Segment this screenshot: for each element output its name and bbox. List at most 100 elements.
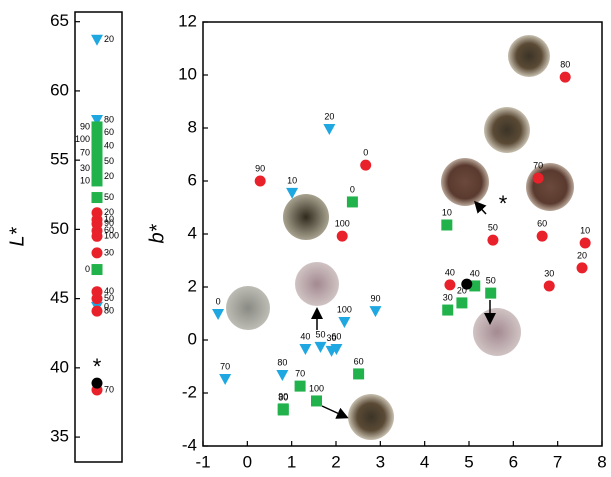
point-label: 90 [278,391,288,401]
x-tick-label: 0 [243,452,252,471]
x-tick-label: 2 [331,452,340,471]
point [91,140,103,152]
point [441,219,453,231]
arrow [321,405,349,419]
point-label: 60 [104,225,114,235]
point-label: 70 [295,368,305,378]
point [576,262,588,274]
x-tick-label: 1 [287,452,296,471]
point-label: 0 [104,301,109,311]
point [336,230,348,242]
y-tick-label: -2 [182,382,197,401]
point-label: 50 [486,275,496,285]
point-label: 20 [324,111,334,121]
y-tick-label: 40 [50,357,69,376]
point [91,156,103,168]
point-label: 0 [85,264,90,274]
point [487,234,499,246]
y-tick-label: 45 [50,288,69,307]
point [91,293,103,305]
point-label: 10 [104,214,114,224]
x-tick-label: 8 [597,452,606,471]
point [294,380,306,392]
point [444,279,456,291]
point [91,147,103,159]
point-label: 50 [315,329,325,339]
point-label: 100 [75,134,90,144]
point-label: 90 [255,163,265,173]
point-label: 60 [537,218,547,228]
point-label: 90 [104,218,114,228]
point [369,306,382,318]
point-label: 100 [309,383,324,393]
point [442,304,454,316]
point [314,341,327,353]
photo [226,286,270,330]
point [254,175,266,187]
x-tick-label: -1 [195,452,210,471]
point [91,377,103,389]
point [532,172,544,184]
arrows [311,200,496,419]
point-label: 10 [580,225,590,235]
photo [508,35,550,77]
point [212,309,225,321]
point-label: 80 [560,59,570,69]
point-label: 40 [104,141,114,151]
point [277,404,289,416]
point-label: 50 [104,156,114,166]
point [485,287,497,299]
point [91,115,103,126]
y-tick-label: 60 [50,80,69,99]
annotation: * [93,354,102,379]
y-tick-label: 35 [50,427,69,446]
point [91,230,103,242]
point [456,297,468,309]
point-label: 40 [300,331,310,341]
y-tick-label: 0 [188,329,197,348]
point [91,162,103,174]
point-label: 100 [335,218,350,228]
point-label: 90 [80,121,90,131]
photos [226,35,574,440]
x-tick-label: 3 [376,452,385,471]
y-tick-label: 50 [50,219,69,238]
point-label: 80 [278,392,288,402]
point [286,187,299,199]
x-tick-label: 5 [464,452,473,471]
point-label: 70 [104,384,114,394]
photo [295,262,339,306]
point [469,280,481,292]
y-axis-label: b* [146,223,168,243]
x-tick-label: 4 [420,452,429,471]
point [338,316,351,328]
point [91,121,103,133]
point [346,196,358,208]
point [91,126,103,138]
y-tick-label: 4 [188,223,197,242]
photo [441,158,489,206]
point-label: 80 [277,357,287,367]
point-label: 50 [488,222,498,232]
point [276,369,289,381]
y-tick-label: -4 [182,435,197,454]
point [91,175,103,187]
point-label: 100 [104,231,119,241]
point-label: 30 [544,268,554,278]
photo [473,308,521,356]
point-label: 30 [80,163,90,173]
y-tick-label: 65 [50,11,69,30]
point-label: 60 [104,127,114,137]
point [323,124,336,136]
point-label: 60 [354,356,364,366]
point [543,280,555,292]
point [91,305,103,317]
point [91,247,103,259]
y-tick-label: 55 [50,150,69,169]
point-label: 0 [363,147,368,157]
point-label: 0 [350,184,355,194]
point [360,159,372,171]
point [559,71,571,83]
point-label: 30 [443,292,453,302]
point-label: 90 [370,293,380,303]
